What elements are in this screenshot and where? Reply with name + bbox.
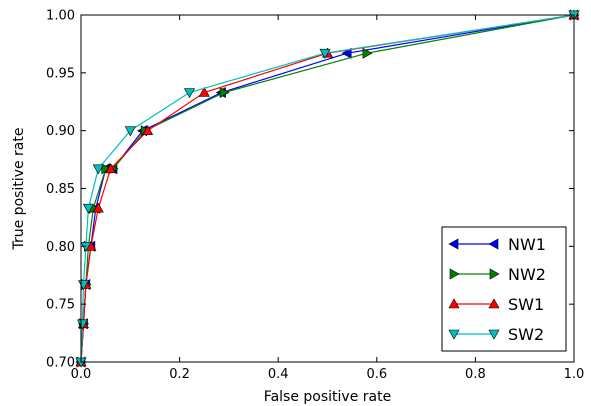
- x-tick-label: 0.8: [465, 367, 486, 382]
- legend-marker: [488, 238, 499, 250]
- legend-item-sw2: SW2: [448, 325, 544, 344]
- ticks-layer: 0.0 0.2 0.4 0.6 0.8 1.0 0.70 0.75 0.80 0.85 0.90 0.…: [46, 9, 584, 383]
- data-point: [219, 86, 230, 99]
- y-tick-label: 1.00: [46, 9, 75, 24]
- x-tick-label: 1.0: [564, 367, 585, 382]
- data-point: [92, 202, 104, 213]
- data-point: [198, 86, 210, 97]
- legend-item-nw2: NW2: [449, 265, 546, 284]
- legend-label: SW1: [508, 295, 544, 314]
- legend-marker: [448, 298, 460, 309]
- legend-label: NW2: [508, 265, 546, 284]
- y-tick-label: 0.70: [46, 356, 75, 371]
- data-point: [76, 319, 89, 330]
- data-point: [105, 163, 117, 174]
- y-tick-label: 0.80: [46, 240, 75, 255]
- data-point: [124, 126, 136, 137]
- y-tick-label: 0.85: [46, 182, 75, 197]
- legend-label: SW2: [508, 325, 544, 344]
- legend-item-sw1: SW1: [448, 295, 544, 314]
- data-point: [362, 47, 373, 59]
- y-tick-label: 0.75: [46, 298, 75, 313]
- data-point: [142, 125, 154, 135]
- legend-box: [441, 226, 567, 352]
- legend-marker: [489, 268, 500, 280]
- x-tick-label: 0.6: [366, 367, 387, 382]
- x-axis-label: False positive rate: [264, 389, 391, 405]
- legend-marker: [449, 268, 460, 280]
- legend: NW1 NW2 SW1 SW2: [441, 226, 567, 352]
- y-tick-label: 0.90: [46, 124, 75, 139]
- legend-marker: [448, 238, 459, 250]
- y-tick-label: 0.95: [46, 66, 75, 81]
- data-point: [92, 164, 104, 175]
- data-point: [319, 48, 331, 59]
- legend-marker: [488, 329, 500, 340]
- legend-label: NW1: [508, 235, 546, 254]
- x-tick-label: 0.2: [169, 367, 190, 382]
- data-point: [183, 88, 196, 99]
- x-tick-label: 0.0: [71, 367, 92, 382]
- legend-marker: [488, 298, 500, 309]
- x-tick-label: 0.4: [268, 367, 289, 382]
- legend-marker: [448, 329, 460, 340]
- legend-item-nw1: NW1: [448, 235, 546, 254]
- y-axis-label: True positive rate: [11, 128, 27, 251]
- data-point: [82, 203, 94, 214]
